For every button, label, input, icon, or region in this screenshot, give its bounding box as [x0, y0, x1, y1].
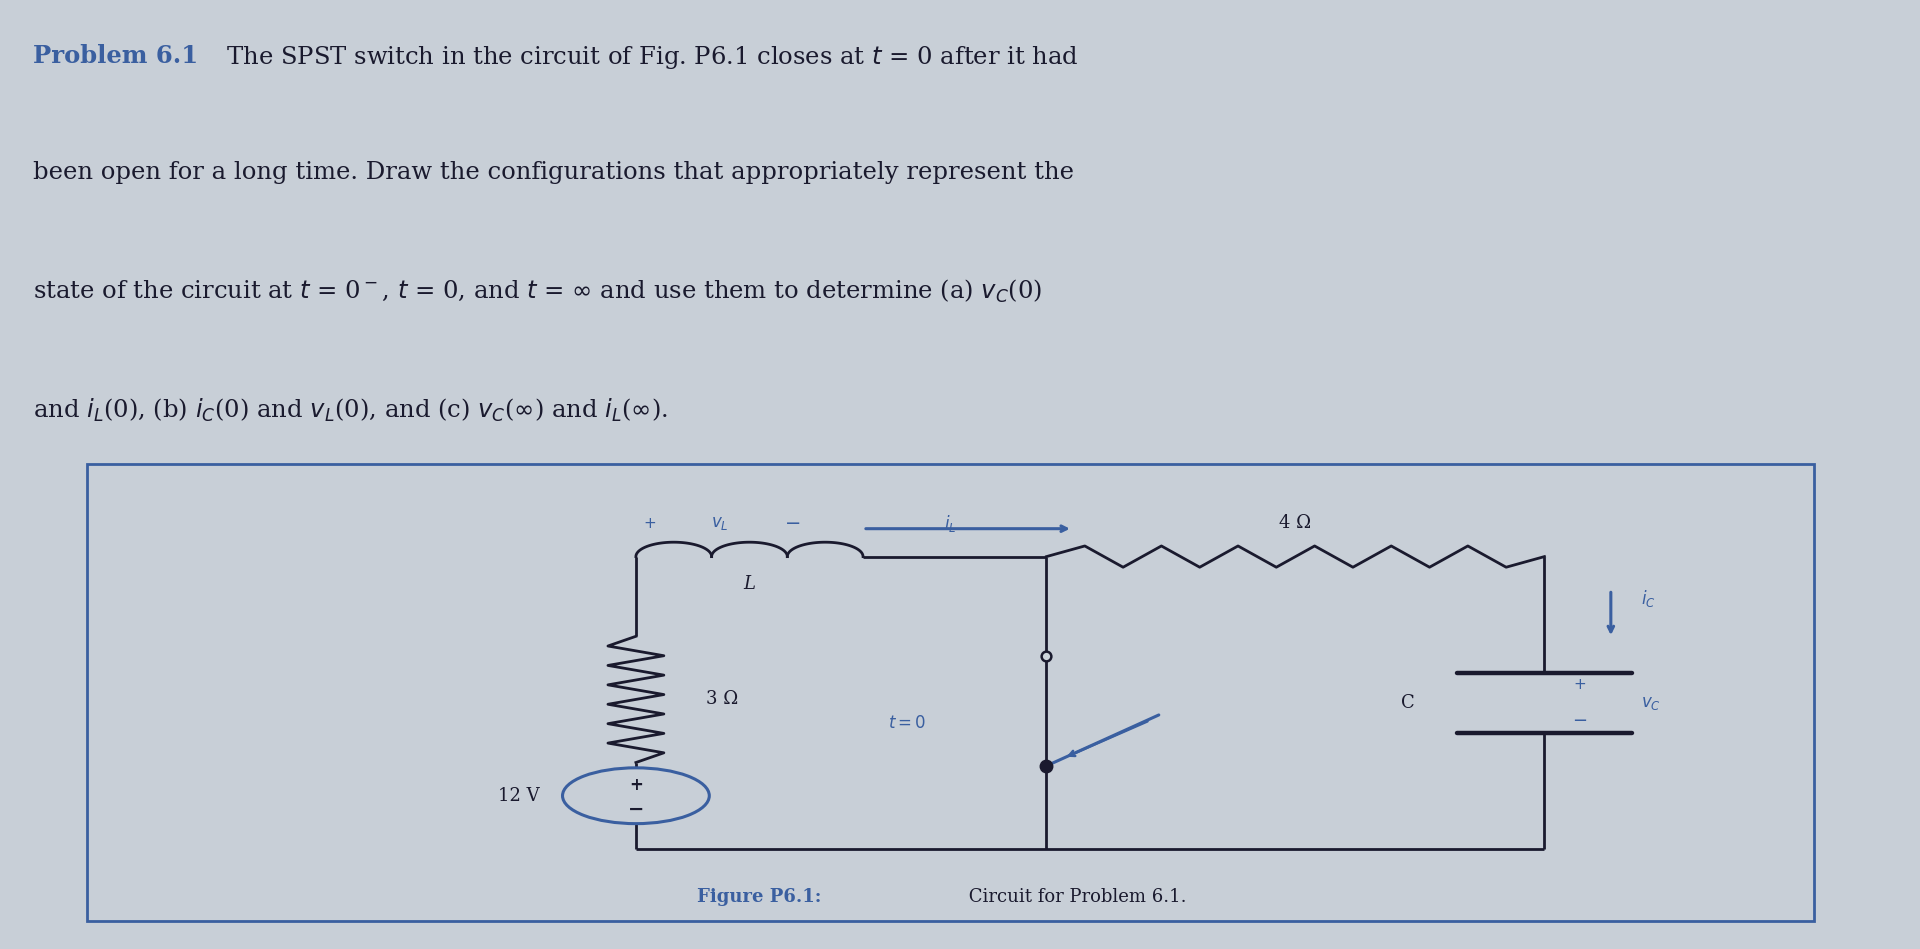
- Text: $v_L$: $v_L$: [710, 514, 728, 532]
- Text: 3 Ω: 3 Ω: [707, 691, 737, 708]
- Text: $i_L$: $i_L$: [945, 512, 956, 534]
- Text: −: −: [785, 513, 801, 533]
- Text: state of the circuit at $t$ = 0$^-$, $t$ = 0, and $t$ = $\infty$ and use them to: state of the circuit at $t$ = 0$^-$, $t$…: [33, 278, 1043, 306]
- Text: $t=0$: $t=0$: [887, 714, 925, 732]
- Text: $i_C$: $i_C$: [1640, 587, 1655, 608]
- Text: Circuit for Problem 6.1.: Circuit for Problem 6.1.: [962, 888, 1187, 906]
- Text: L: L: [743, 575, 755, 593]
- Text: and $i_L$(0), (b) $i_C$(0) and $v_L$(0), and (c) $v_C$($\infty$) and $i_L$($\inf: and $i_L$(0), (b) $i_C$(0) and $v_L$(0),…: [33, 397, 668, 424]
- Text: +: +: [643, 516, 657, 530]
- Text: Problem 6.1: Problem 6.1: [33, 45, 198, 68]
- Text: Figure P6.1:: Figure P6.1:: [697, 888, 822, 906]
- Text: +: +: [1572, 678, 1586, 693]
- Text: 12 V: 12 V: [497, 787, 540, 805]
- Text: −: −: [1572, 712, 1588, 730]
- Text: −: −: [628, 799, 643, 819]
- Text: The SPST switch in the circuit of Fig. P6.1 closes at $t$ = 0 after it had: The SPST switch in the circuit of Fig. P…: [211, 45, 1079, 71]
- Text: been open for a long time. Draw the configurations that appropriately represent : been open for a long time. Draw the conf…: [33, 161, 1073, 184]
- Text: $v_C$: $v_C$: [1640, 694, 1661, 712]
- Text: C: C: [1402, 694, 1415, 712]
- Text: 4 Ω: 4 Ω: [1279, 514, 1311, 532]
- Text: +: +: [630, 776, 643, 794]
